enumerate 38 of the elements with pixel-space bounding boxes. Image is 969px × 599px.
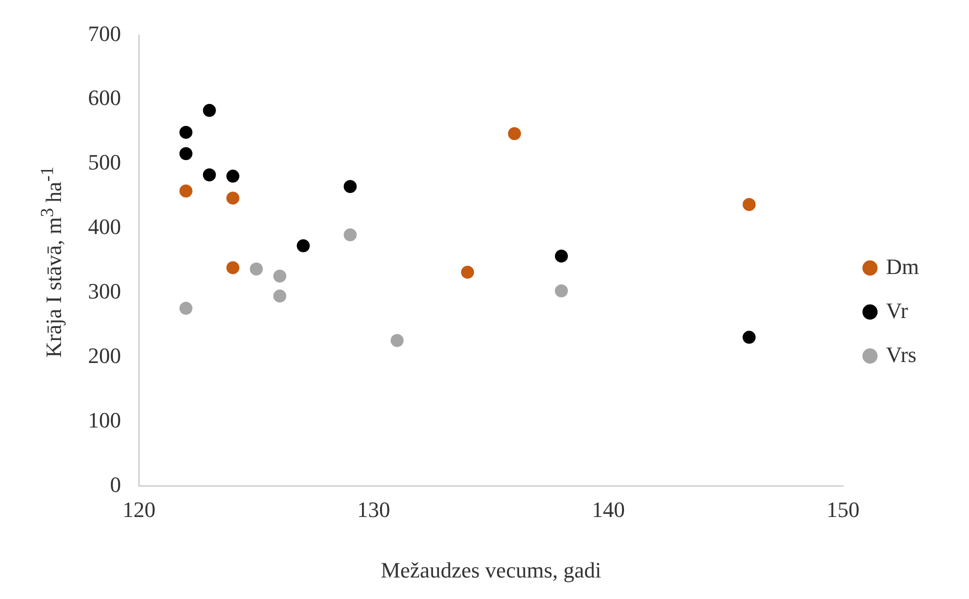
legend-label: Dm — [886, 254, 919, 279]
point — [202, 104, 216, 117]
point — [390, 334, 404, 348]
point — [226, 192, 240, 205]
point — [250, 262, 263, 276]
x-tick-label: 120 — [122, 497, 156, 522]
point — [273, 270, 286, 283]
point — [273, 290, 286, 303]
y-tick-label: 400 — [88, 214, 121, 240]
y-tick-label: 100 — [88, 408, 121, 433]
point — [508, 127, 521, 140]
y-tick-label: 200 — [88, 343, 121, 368]
point — [554, 250, 568, 263]
y-tick-label: 0 — [110, 472, 121, 497]
y-tick-label: 700 — [88, 20, 121, 46]
point — [226, 261, 240, 274]
point — [226, 170, 240, 183]
point — [554, 284, 568, 298]
point — [179, 302, 192, 315]
point — [296, 239, 310, 252]
point — [344, 180, 357, 193]
x-axis-title: Mežaudzes vecums, gadi — [380, 558, 602, 583]
point — [344, 228, 357, 242]
y-tick-label: 600 — [88, 85, 121, 110]
y-tick-label: 300 — [88, 278, 121, 304]
point — [179, 147, 192, 160]
point — [742, 330, 756, 344]
point — [742, 198, 756, 212]
x-tick-label: 150 — [826, 497, 860, 522]
legend-label: Vr — [886, 298, 909, 323]
point — [179, 184, 192, 198]
legend-label: Vrs — [886, 342, 916, 367]
y-tick-label: 500 — [88, 150, 121, 175]
point — [202, 168, 216, 182]
point — [179, 126, 192, 139]
x-tick-label: 140 — [592, 497, 625, 522]
point — [461, 266, 474, 279]
x-tick-label: 130 — [357, 497, 390, 522]
